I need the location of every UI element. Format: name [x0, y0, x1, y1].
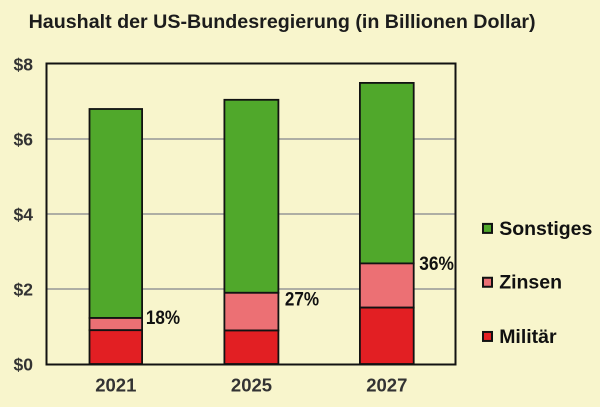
svg-text:Haushalt der US-Bundesregierun: Haushalt der US-Bundesregierung (in Bill…	[29, 12, 536, 33]
svg-text:$6: $6	[14, 129, 34, 149]
svg-text:18%: 18%	[146, 307, 180, 329]
svg-text:2025: 2025	[231, 375, 272, 396]
svg-text:2027: 2027	[366, 375, 407, 396]
svg-text:27%: 27%	[285, 289, 319, 311]
svg-text:$0: $0	[14, 354, 34, 374]
svg-text:2021: 2021	[95, 375, 136, 396]
svg-text:Militär: Militär	[499, 326, 557, 348]
svg-text:Sonstiges: Sonstiges	[499, 218, 592, 240]
svg-text:$8: $8	[14, 54, 34, 74]
svg-text:$2: $2	[14, 279, 34, 299]
svg-text:36%: 36%	[419, 253, 454, 275]
svg-text:$4: $4	[14, 204, 34, 224]
svg-text:Zinsen: Zinsen	[499, 272, 562, 294]
